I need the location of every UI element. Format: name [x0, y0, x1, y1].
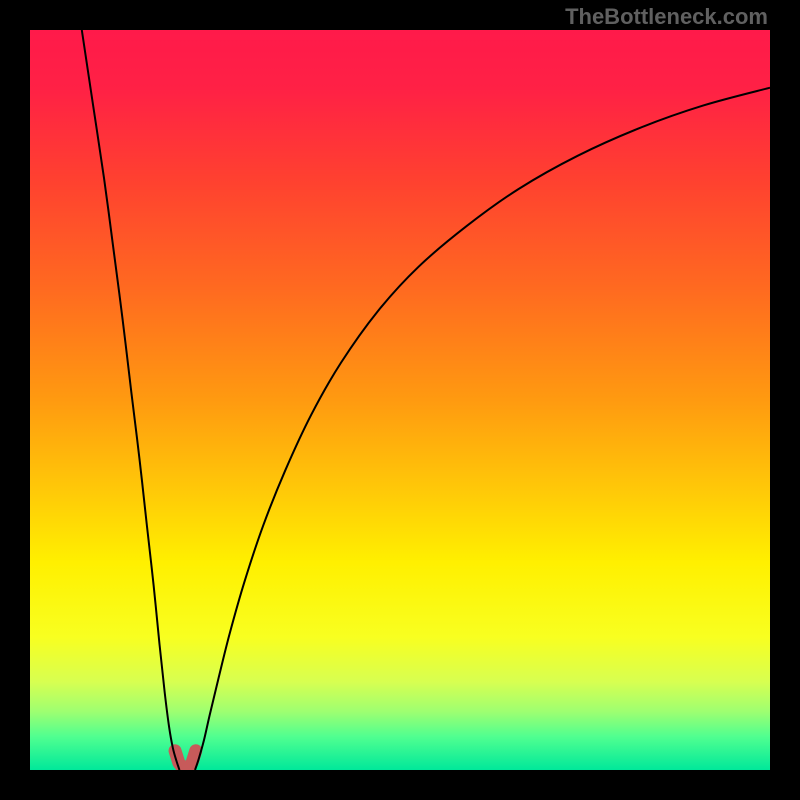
- watermark-text: TheBottleneck.com: [565, 4, 768, 30]
- gradient-rect: [30, 30, 770, 770]
- frame-border-left: [0, 0, 30, 800]
- frame-border-bottom: [0, 770, 800, 800]
- gradient-background: [0, 0, 800, 800]
- frame-border-right: [770, 0, 800, 800]
- chart-container: TheBottleneck.com: [0, 0, 800, 800]
